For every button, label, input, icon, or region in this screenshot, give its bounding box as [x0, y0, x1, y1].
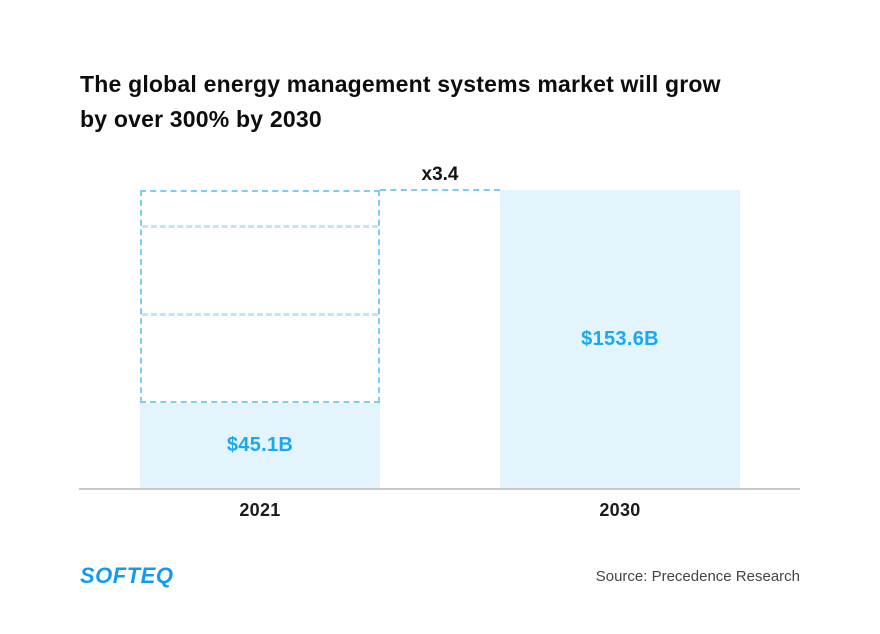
bar-2021-value-label: $45.1B [226, 434, 294, 456]
x-axis-line [79, 488, 800, 490]
projection-segment-line [142, 225, 378, 228]
softeq-logo: SOFTEQ [80, 563, 174, 588]
x-axis-label-2030: 2030 [599, 500, 641, 520]
page-title-line1: The global energy management systems mar… [80, 71, 721, 98]
page-title-line2: by over 300% by 2030 [80, 106, 322, 133]
bar-2030-value-label: $153.6B [581, 327, 659, 350]
page-title: The global energy management systems mar… [80, 67, 820, 137]
growth-multiplier-label: x3.4 [421, 164, 459, 185]
bar-2030: $153.6B [500, 190, 740, 488]
x-axis-label-2021: 2021 [239, 500, 281, 520]
projection-dashed-outline [140, 190, 380, 403]
bar-2021: $45.1B [140, 403, 380, 488]
projection-connector-line [380, 189, 500, 191]
source-attribution: Source: Precedence Research [595, 568, 800, 585]
projection-segment-line [142, 313, 378, 316]
